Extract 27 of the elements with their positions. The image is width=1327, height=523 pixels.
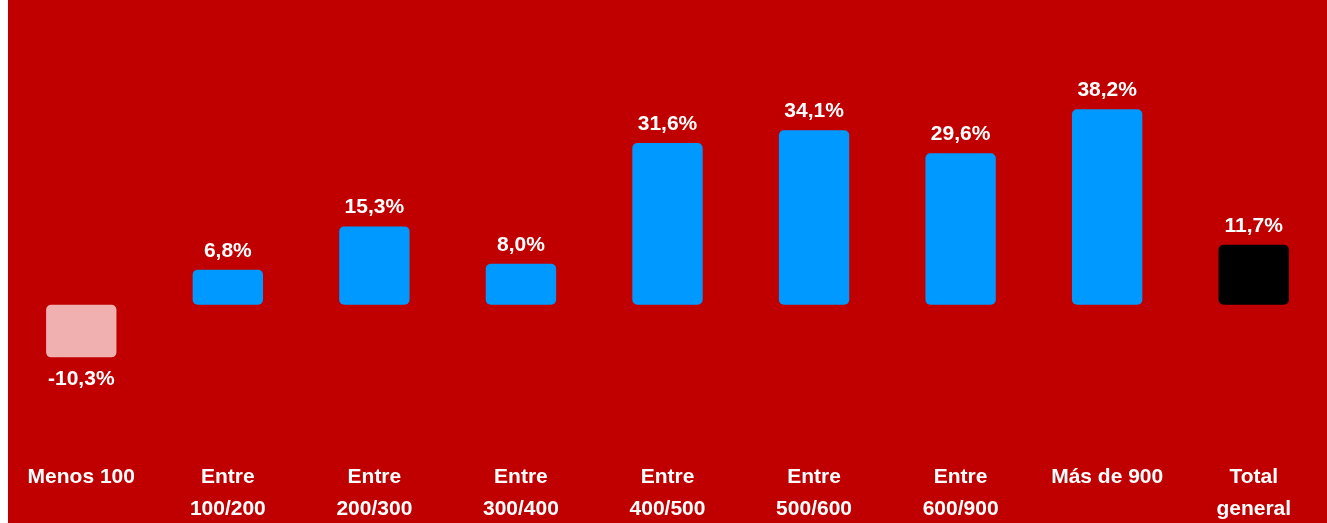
x-tick-label: Entre 400/500 — [629, 463, 706, 519]
x-tick-label: Entre 500/600 — [776, 463, 853, 519]
data-label: 11,7% — [1224, 212, 1284, 236]
bar — [485, 263, 557, 305]
x-tick-label: Menos 100 — [27, 463, 135, 487]
bar — [46, 304, 117, 358]
bar — [339, 226, 410, 305]
bar — [192, 269, 264, 305]
data-label: 6,8% — [203, 237, 253, 261]
data-label: -10,3% — [48, 366, 115, 390]
data-label: 15,3% — [344, 194, 405, 218]
bar — [1071, 109, 1143, 305]
x-tick-label: Entre 200/300 — [336, 463, 413, 519]
data-label: 34,1% — [784, 98, 845, 122]
bar — [925, 153, 996, 305]
bar — [1218, 244, 1289, 305]
data-label: 31,6% — [637, 110, 698, 134]
bar — [778, 130, 850, 305]
x-tick-label: Más de 900 — [1051, 463, 1164, 487]
data-label: 8,0% — [497, 231, 546, 255]
bar — [632, 142, 703, 305]
x-tick-label: Entre 300/400 — [482, 463, 559, 519]
data-label: 29,6% — [930, 121, 991, 145]
x-tick-label: Entre 100/200 — [189, 463, 266, 519]
x-tick-label: Entre 600/900 — [922, 463, 999, 519]
x-tick-label: Total general — [1216, 463, 1292, 519]
data-label: 38,2% — [1077, 77, 1138, 101]
